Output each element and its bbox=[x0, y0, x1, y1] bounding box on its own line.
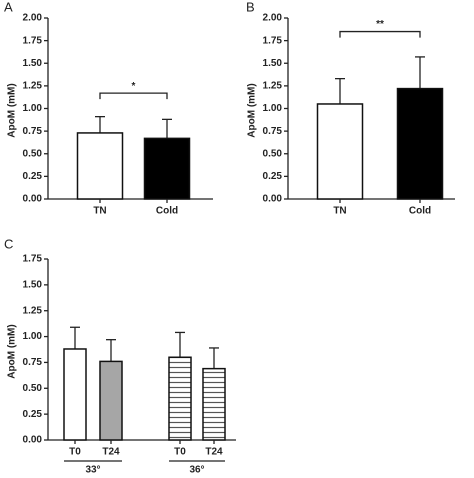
x-tick-label: TN bbox=[333, 206, 346, 217]
y-tick-label: 1.00 bbox=[23, 331, 43, 342]
x-tick-label: T24 bbox=[205, 447, 223, 458]
x-tick-label: T0 bbox=[69, 447, 81, 458]
x-tick-label: Cold bbox=[409, 206, 431, 217]
y-tick-label: 0.00 bbox=[23, 435, 43, 446]
y-axis-label: ApoM (mM) bbox=[7, 324, 18, 378]
y-tick-label: 1.00 bbox=[263, 103, 283, 114]
group-label: 36° bbox=[189, 465, 204, 476]
y-axis-label: ApoM (mM) bbox=[7, 83, 18, 137]
y-tick-label: 0.50 bbox=[23, 148, 43, 159]
x-tick-label: TN bbox=[93, 206, 106, 217]
y-axis-label: ApoM (mM) bbox=[247, 83, 258, 137]
y-tick-label: 0.25 bbox=[23, 409, 43, 420]
y-tick-label: 0.25 bbox=[263, 171, 283, 182]
y-tick-label: 1.75 bbox=[23, 254, 43, 265]
y-tick-label: 1.25 bbox=[263, 81, 283, 92]
y-tick-label: 0.50 bbox=[263, 148, 283, 159]
group-label: 33° bbox=[85, 465, 100, 476]
significance-bracket bbox=[339, 30, 421, 38]
panel-label: A bbox=[4, 0, 13, 14]
y-tick-label: 0.25 bbox=[23, 171, 43, 182]
bar bbox=[63, 348, 87, 441]
bar bbox=[396, 87, 444, 200]
significance-label: ** bbox=[376, 19, 384, 30]
bar bbox=[316, 103, 364, 200]
y-tick-label: 1.00 bbox=[23, 103, 43, 114]
y-tick-label: 1.50 bbox=[23, 279, 43, 290]
bar bbox=[99, 360, 123, 441]
y-tick-label: 1.25 bbox=[23, 81, 43, 92]
panel-label: B bbox=[246, 0, 255, 14]
y-tick-label: 0.50 bbox=[23, 383, 43, 394]
y-tick-label: 1.50 bbox=[263, 58, 283, 69]
y-tick-label: 1.75 bbox=[263, 35, 283, 46]
panel-label: C bbox=[4, 236, 13, 251]
bar bbox=[143, 137, 191, 200]
y-tick-label: 2.00 bbox=[263, 13, 283, 24]
y-tick-label: 0.75 bbox=[23, 126, 43, 137]
y-tick-label: 0.00 bbox=[263, 194, 283, 205]
x-tick-label: T24 bbox=[102, 447, 120, 458]
y-tick-label: 0.00 bbox=[23, 194, 43, 205]
bar bbox=[168, 356, 192, 441]
bar bbox=[76, 132, 124, 200]
y-tick-label: 0.75 bbox=[23, 357, 43, 368]
y-tick-label: 2.00 bbox=[23, 13, 43, 24]
x-tick-label: T0 bbox=[174, 447, 186, 458]
significance-label: * bbox=[132, 81, 136, 92]
y-tick-label: 1.75 bbox=[23, 35, 43, 46]
significance-bracket bbox=[99, 92, 168, 100]
bar bbox=[202, 367, 226, 441]
y-tick-label: 1.25 bbox=[23, 305, 43, 316]
y-tick-label: 0.75 bbox=[263, 126, 283, 137]
x-tick-label: Cold bbox=[156, 206, 178, 217]
y-tick-label: 1.50 bbox=[23, 58, 43, 69]
